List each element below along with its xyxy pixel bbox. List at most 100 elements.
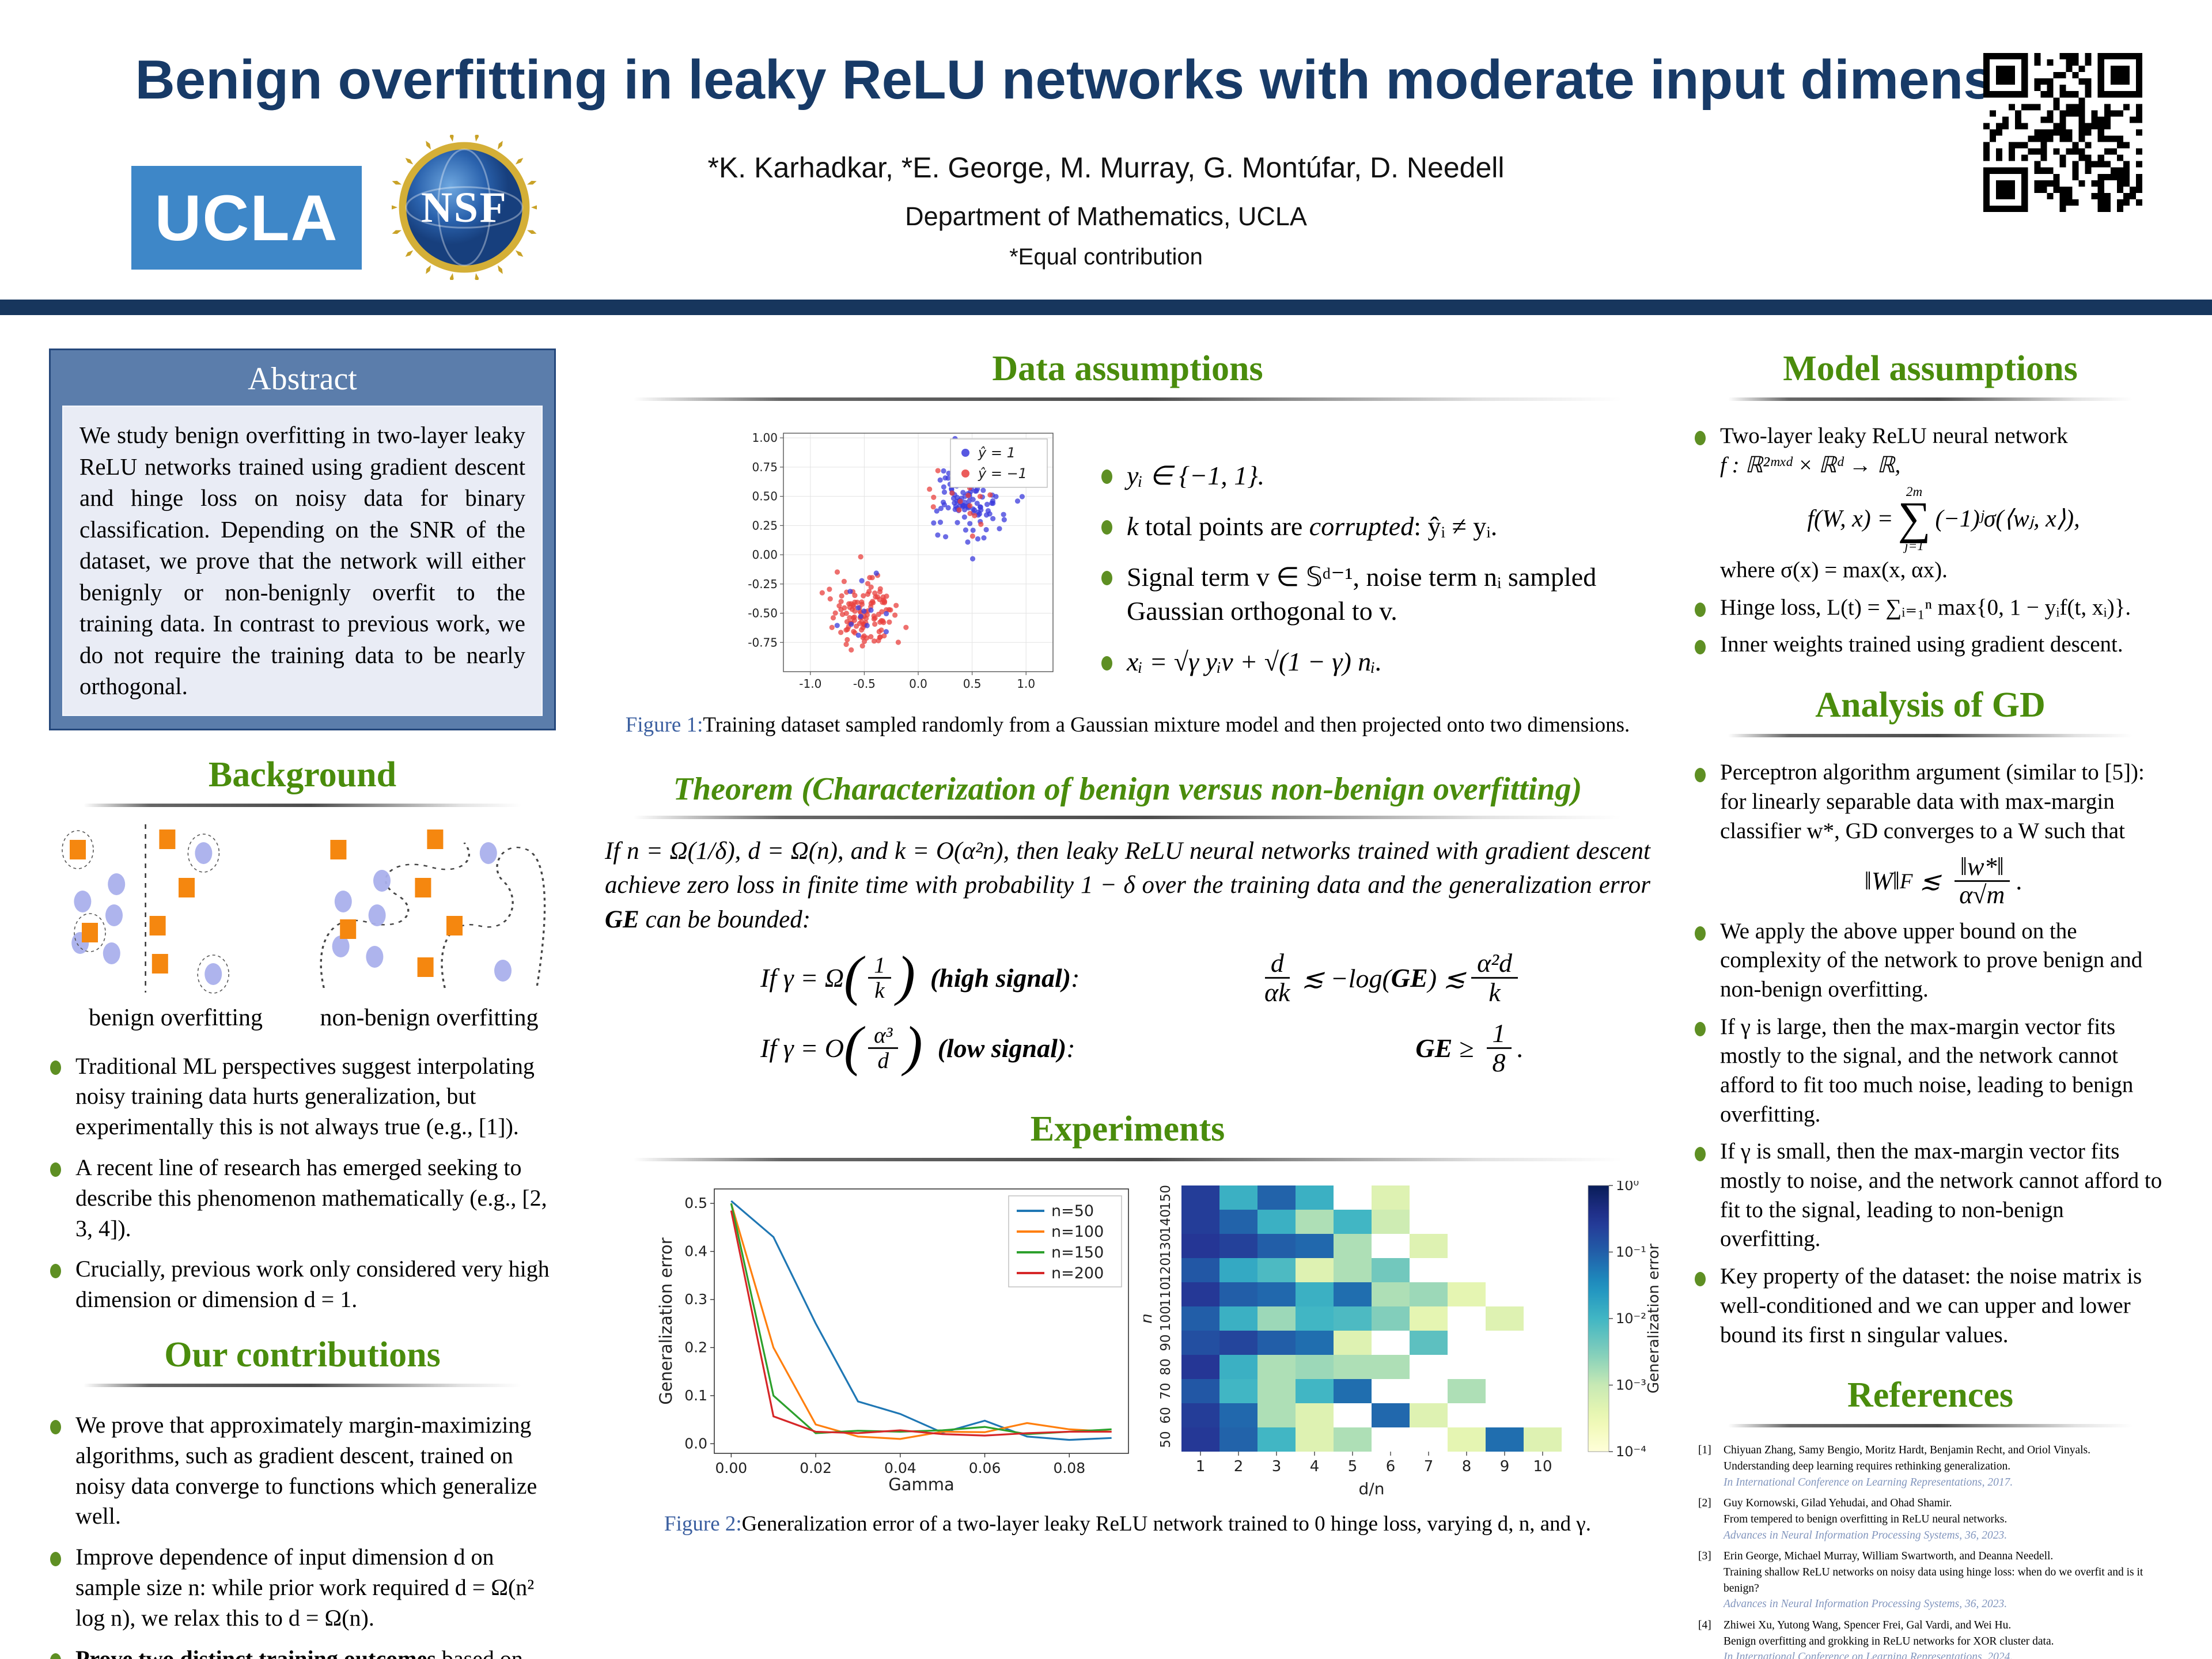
svg-text:0.00: 0.00 bbox=[715, 1460, 748, 1476]
qr-code-icon bbox=[1983, 53, 2142, 212]
svg-text:50: 50 bbox=[1158, 1431, 1173, 1448]
ucla-logo-text: UCLA bbox=[154, 181, 339, 254]
svg-text:ŷ = −1: ŷ = −1 bbox=[978, 465, 1027, 482]
middle-column: Data assumptions -1.0 -0.5 0.0 0.5 1.0 1.00 0.… bbox=[599, 349, 1662, 1536]
colon: : bbox=[1071, 963, 1080, 993]
overfitting-diagram bbox=[62, 824, 546, 994]
var-k: k bbox=[1127, 511, 1139, 541]
svg-text:100: 100 bbox=[1158, 1306, 1173, 1331]
equal-contribution-note: *Equal contribution bbox=[1009, 244, 1203, 270]
svg-text:90: 90 bbox=[1158, 1335, 1173, 1351]
text-mid: total points are bbox=[1138, 511, 1309, 541]
high-signal-label: (high signal) bbox=[930, 963, 1071, 993]
svg-text:10⁻¹: 10⁻¹ bbox=[1616, 1244, 1646, 1260]
header-divider-bar bbox=[0, 300, 2212, 315]
svg-text:0.25: 0.25 bbox=[752, 518, 778, 532]
svg-text:0.5: 0.5 bbox=[963, 677, 982, 691]
svg-text:150: 150 bbox=[1158, 1185, 1173, 1210]
svg-text:0.04: 0.04 bbox=[884, 1460, 916, 1476]
svg-text:5: 5 bbox=[1348, 1458, 1358, 1475]
svg-text:0.3: 0.3 bbox=[684, 1291, 707, 1308]
figure2-caption-text: Generalization error of a two-layer leak… bbox=[741, 1512, 1591, 1536]
authors-line: *K. Karhadkar, *E. George, M. Murray, G.… bbox=[707, 151, 1505, 184]
high-signal-bound: d αk ≲ −log(GE) ≲ α²d k bbox=[1253, 949, 1524, 1007]
theorem-body: If n = Ω(1/δ), d = Ω(n), and k = O(α²n),… bbox=[599, 834, 1656, 937]
svg-text:110: 110 bbox=[1158, 1282, 1173, 1307]
period: . bbox=[1517, 1033, 1524, 1063]
svg-text:8: 8 bbox=[1462, 1458, 1472, 1475]
svg-text:n: n bbox=[1143, 1313, 1156, 1324]
svg-text:4: 4 bbox=[1310, 1458, 1320, 1475]
analysis-bullets: Perceptron algorithm argument (similar t… bbox=[1694, 758, 2167, 1350]
reference-list: [1] Chiyuan Zhang, Samy Bengio, Moritz Ha… bbox=[1694, 1442, 2167, 1659]
contribution-bold: Prove two distinct training outcomes bbox=[75, 1645, 436, 1659]
svg-text:0.0: 0.0 bbox=[909, 677, 927, 691]
svg-text:0.75: 0.75 bbox=[752, 460, 778, 474]
analysis-bullet-perceptron: Perceptron algorithm argument (similar t… bbox=[1694, 758, 2167, 908]
relation-text: ≲ −log( bbox=[1301, 963, 1391, 993]
figure1-caption-text: Training dataset sampled randomly from a… bbox=[703, 713, 1630, 737]
svg-text:Generalization error: Generalization error bbox=[1645, 1244, 1662, 1394]
svg-text:0.0: 0.0 bbox=[684, 1435, 707, 1452]
section-divider bbox=[634, 1158, 1622, 1162]
reference-item: [1] Chiyuan Zhang, Samy Bengio, Moritz Ha… bbox=[1698, 1444, 2090, 1488]
corrupted-emphasis: corrupted bbox=[1309, 511, 1414, 541]
svg-text:60: 60 bbox=[1158, 1407, 1173, 1424]
svg-text:9: 9 bbox=[1500, 1458, 1510, 1475]
ge-symbol: GE bbox=[1415, 1033, 1453, 1063]
data-bullet-signal-noise: Signal term v ∈ 𝕊ᵈ⁻¹, noise term nᵢ samp… bbox=[1100, 560, 1636, 629]
nsf-logo-icon: NSF bbox=[387, 131, 541, 283]
svg-text:3: 3 bbox=[1272, 1458, 1282, 1475]
contribution-bullet: Improve dependence of input dimension d … bbox=[49, 1542, 556, 1633]
svg-text:6: 6 bbox=[1386, 1458, 1396, 1475]
svg-text:-0.25: -0.25 bbox=[748, 577, 778, 591]
svg-text:NSF: NSF bbox=[421, 184, 507, 232]
svg-text:-0.75: -0.75 bbox=[748, 635, 778, 649]
svg-text:10⁻²: 10⁻² bbox=[1616, 1310, 1646, 1327]
contribution-rest: based on the SNR of the data. bbox=[441, 1645, 523, 1659]
model-bullet-network: Two-layer leaky ReLU neural network f : … bbox=[1694, 422, 2167, 585]
low-signal-label: (low signal) bbox=[937, 1033, 1067, 1063]
benign-label: benign overfitting bbox=[88, 1004, 263, 1031]
ge-symbol: GE bbox=[1391, 963, 1428, 993]
svg-text:Gamma: Gamma bbox=[888, 1475, 955, 1494]
section-divider bbox=[634, 397, 1622, 401]
svg-text:0.5: 0.5 bbox=[684, 1195, 707, 1211]
data-bullet-corrupted: k total points are corrupted: ŷᵢ ≠ yᵢ. bbox=[1100, 509, 1636, 544]
page-title: Benign overfitting in leaky ReLU network… bbox=[135, 49, 2077, 111]
heatmap-wrap: 1 2 3 4 5 6 7 8 9 10 d/n 150 140 130 120 110 100 90 80 70 60… bbox=[1137, 1177, 1662, 1503]
svg-text:1.00: 1.00 bbox=[752, 431, 778, 445]
reference-item: [2] Guy Kornowski, Gilad Yehudai, and Oha… bbox=[1698, 1497, 2008, 1541]
norm-bound-formula: ‖W‖ F ≲ ‖w*‖ α√m . bbox=[1864, 853, 2023, 910]
svg-text:1.0: 1.0 bbox=[1017, 677, 1035, 691]
section-divider bbox=[84, 803, 521, 807]
svg-text:n=100: n=100 bbox=[1051, 1223, 1104, 1241]
svg-text:-0.5: -0.5 bbox=[853, 677, 876, 691]
low-signal-condition: If γ = O ( α³ d ) (low signal) : bbox=[760, 1014, 1075, 1077]
diagram-labels: benign overfitting non-benign overfittin… bbox=[49, 1004, 556, 1032]
svg-text:10: 10 bbox=[1533, 1458, 1552, 1475]
analysis-bullet-gamma-small: If γ is small, then the max-margin vecto… bbox=[1694, 1137, 2167, 1254]
svg-text:0.4: 0.4 bbox=[684, 1243, 707, 1260]
network-formula: f(W, x) = 2m ∑ j=1 (−1)ʲσ(⟨wⱼ, x⟩), bbox=[1807, 484, 2080, 554]
section-divider bbox=[1728, 734, 2133, 738]
contribution-bullet: Prove two distinct training outcomes bas… bbox=[49, 1644, 556, 1659]
line-chart: 0.00 0.02 0.04 0.06 0.08 0.0 0.1 0.2 0.3 0.4 0.5 Ga… bbox=[656, 1188, 1129, 1494]
contributions-heading: Our contributions bbox=[164, 1335, 441, 1375]
svg-text:1: 1 bbox=[1196, 1458, 1206, 1475]
fraction-d-over-ak: d αk bbox=[1264, 948, 1290, 1007]
svg-text:ŷ = 1: ŷ = 1 bbox=[978, 445, 1016, 461]
cond-prefix: If γ = O bbox=[760, 1033, 844, 1063]
svg-text:n=150: n=150 bbox=[1051, 1244, 1104, 1262]
experiments-heading: Experiments bbox=[1030, 1109, 1225, 1149]
svg-text:0.02: 0.02 bbox=[800, 1460, 832, 1476]
svg-text:0.06: 0.06 bbox=[969, 1460, 1001, 1476]
abstract-heading: Abstract bbox=[248, 361, 357, 397]
line-chart-wrap: 0.00 0.02 0.04 0.06 0.08 0.0 0.1 0.2 0.3 0.4 0.5 Ga… bbox=[656, 1181, 1138, 1503]
section-divider bbox=[1728, 1424, 2133, 1428]
svg-text:0.00: 0.00 bbox=[752, 548, 778, 562]
